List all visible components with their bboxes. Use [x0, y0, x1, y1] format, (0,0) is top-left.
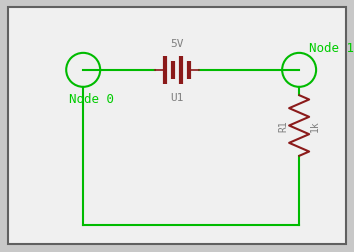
Text: R1: R1: [278, 120, 288, 132]
Text: Node 0: Node 0: [69, 92, 114, 105]
Text: U1: U1: [170, 92, 184, 102]
Text: Node 1: Node 1: [309, 42, 354, 55]
Text: 5V: 5V: [170, 39, 184, 49]
Text: 1k: 1k: [310, 120, 320, 132]
